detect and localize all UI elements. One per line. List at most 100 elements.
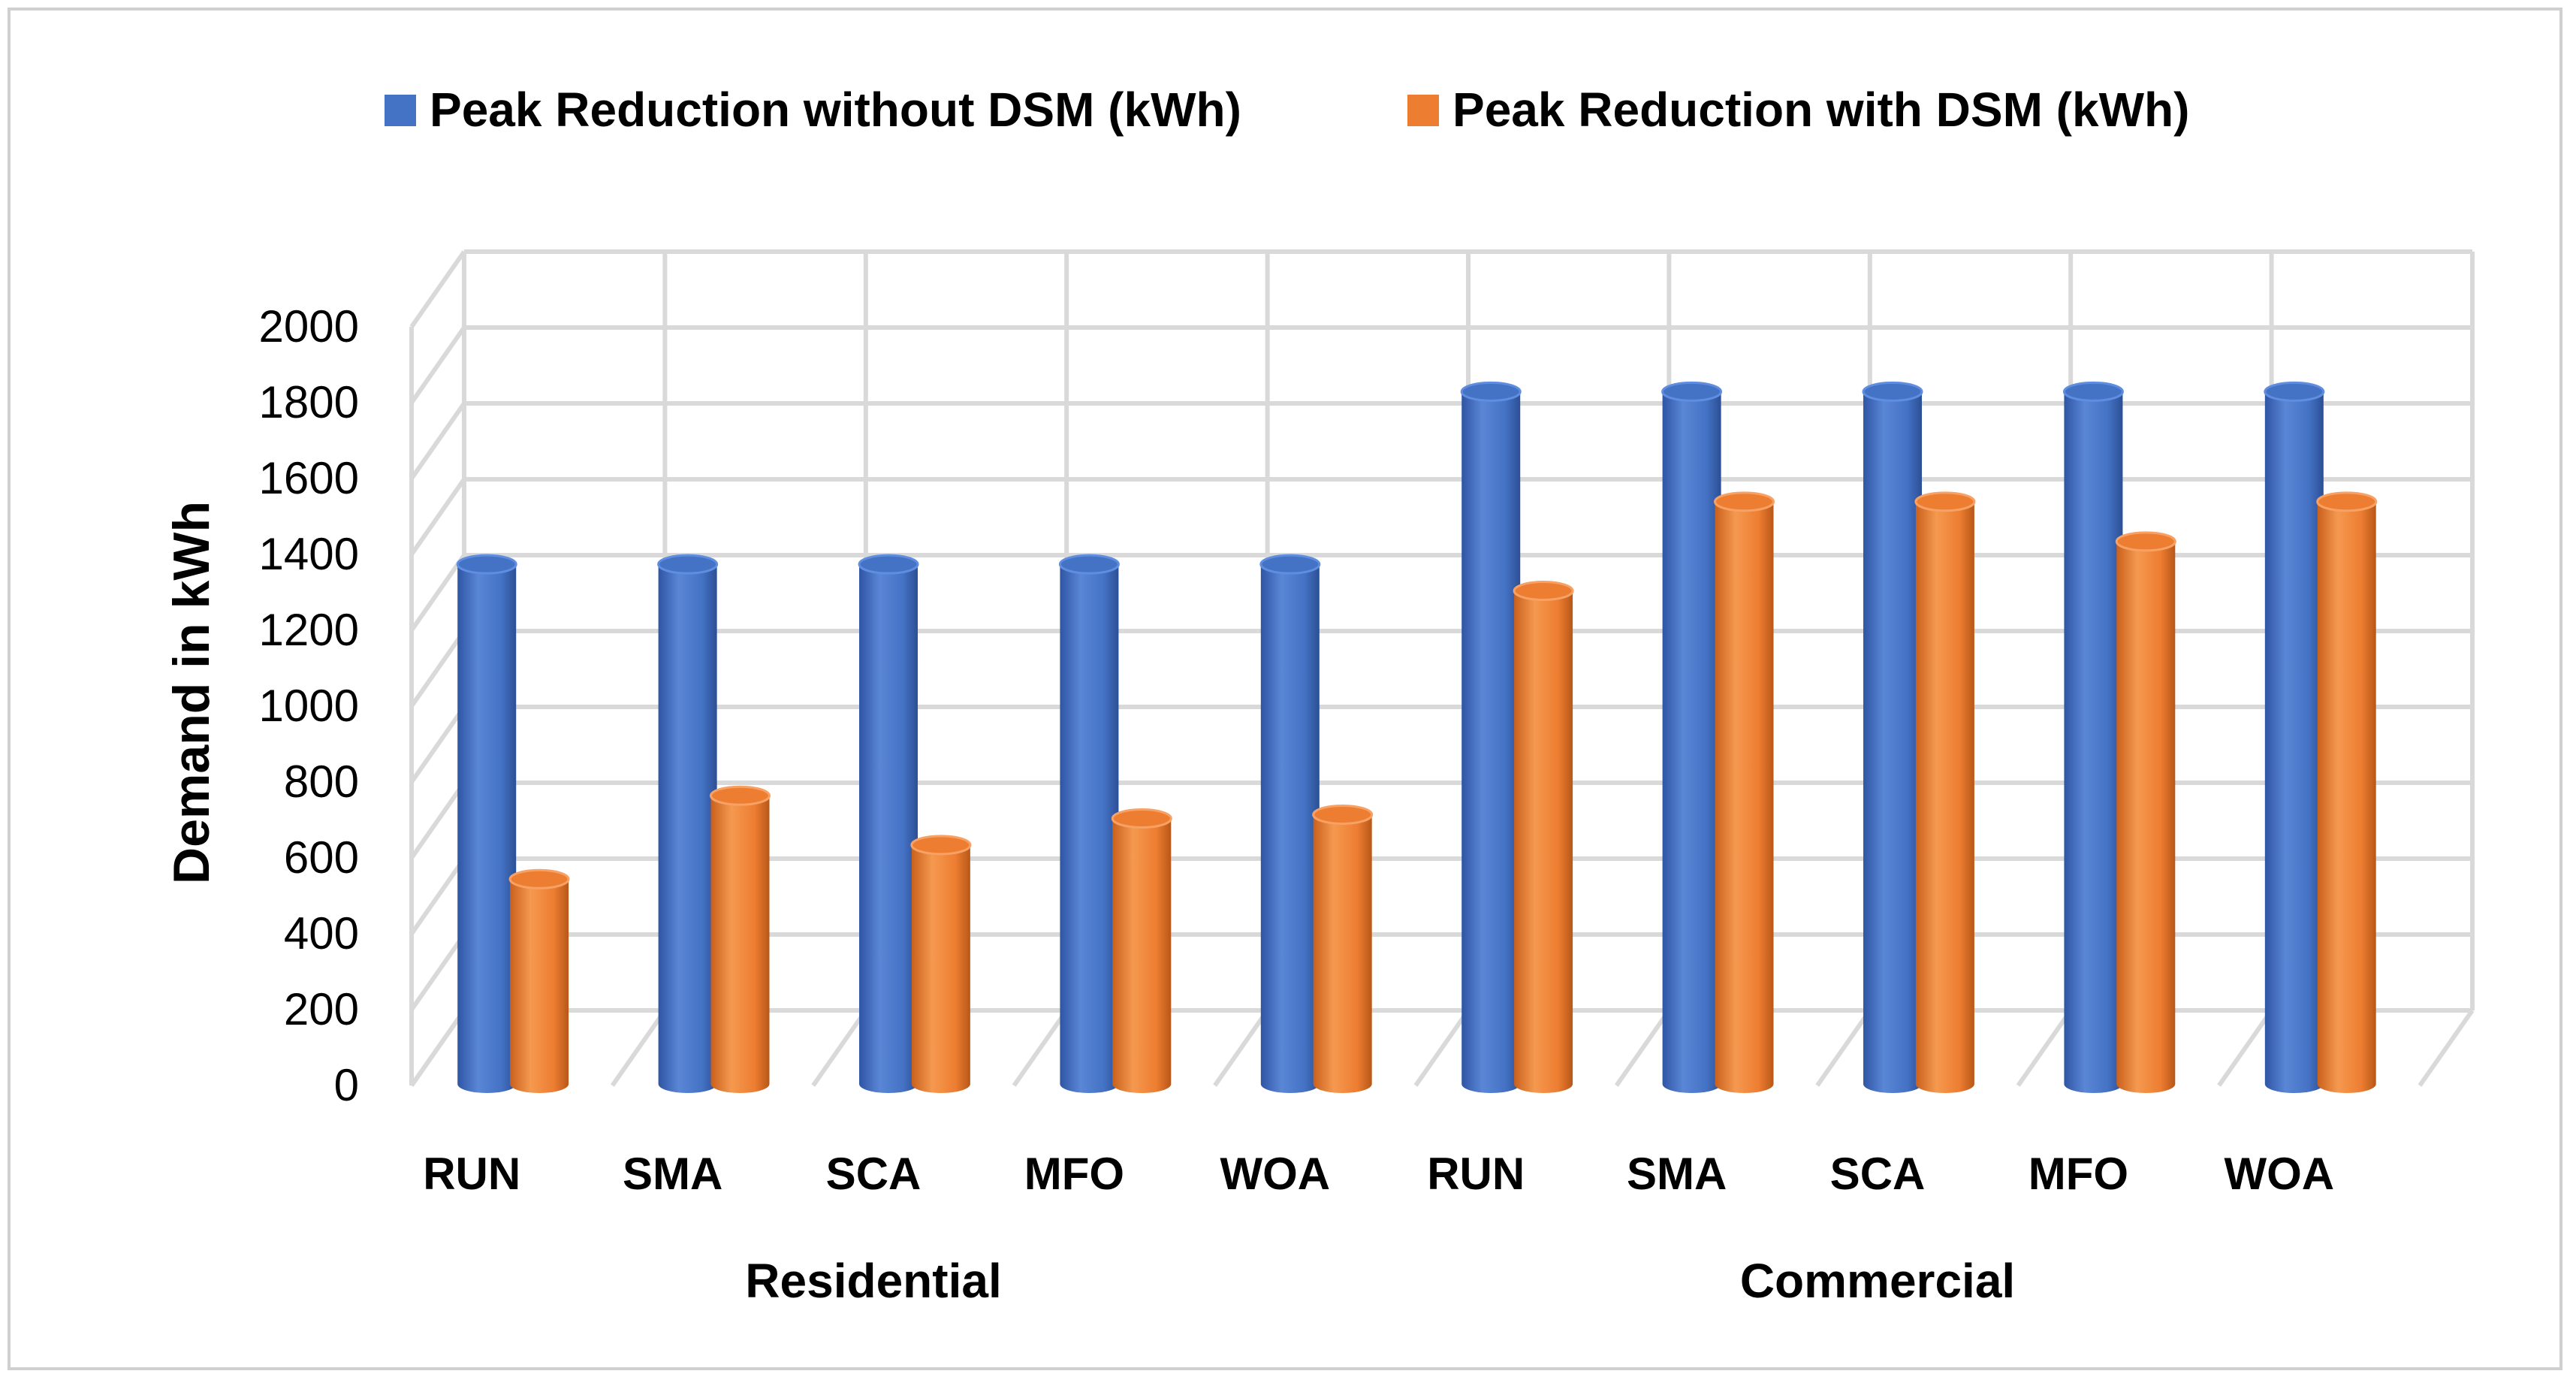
- bar-with-dsm: [2115, 531, 2176, 1093]
- bar-body: [1112, 818, 1172, 1093]
- bar-body: [859, 564, 918, 1093]
- y-tick-label: 0: [334, 1060, 359, 1110]
- gridline-side: [409, 705, 466, 784]
- bar-cap: [2062, 381, 2124, 402]
- bar-body: [1060, 564, 1119, 1093]
- bar-cap: [858, 554, 919, 575]
- gridline-side: [409, 402, 466, 480]
- category-label: SMA: [623, 1149, 722, 1199]
- bar-cap: [1312, 804, 1374, 825]
- bar-cap: [2264, 381, 2325, 402]
- floor-line: [1815, 1009, 1872, 1087]
- group-labels: Residential Commercial: [745, 1254, 2015, 1308]
- gridline-side: [409, 630, 466, 708]
- bar-body: [457, 564, 517, 1093]
- bars: [456, 381, 2378, 1093]
- legend-item-without-dsm: Peak Reduction without DSM (kWh): [385, 83, 1241, 137]
- bar-without-dsm: [2264, 381, 2325, 1093]
- bar-cap: [1513, 581, 1574, 601]
- bar-with-dsm: [1111, 808, 1172, 1093]
- y-tick-label: 1400: [259, 529, 359, 579]
- y-tick-label: 400: [284, 908, 359, 959]
- category-labels: RUN SMA SCA MFO WOA RUN SMA SCA MFO WOA: [423, 1149, 2334, 1199]
- gridline-side: [409, 326, 466, 404]
- floor-line: [811, 1009, 868, 1087]
- bar-body: [1461, 391, 1521, 1093]
- bar-without-dsm: [1259, 554, 1321, 1093]
- bar-without-dsm: [1058, 554, 1120, 1093]
- gridline-side: [409, 478, 466, 556]
- bar-cap: [657, 554, 719, 575]
- category-label: SMA: [1627, 1149, 1727, 1199]
- bar-body: [1662, 391, 1721, 1093]
- bar-cap: [1259, 554, 1321, 575]
- bar-with-dsm: [1513, 581, 1574, 1093]
- floor-line: [2016, 1009, 2073, 1087]
- gridline-side: [409, 250, 466, 328]
- y-tick-label: 1200: [259, 605, 359, 655]
- bar-with-dsm: [2316, 491, 2378, 1093]
- bar-body: [1313, 814, 1372, 1093]
- category-label: SCA: [1830, 1149, 1926, 1199]
- bar-cap: [456, 554, 517, 575]
- bar-with-dsm: [508, 868, 570, 1093]
- category-label: WOA: [1220, 1149, 1330, 1199]
- bar-cap: [1661, 381, 1723, 402]
- legend-item-with-dsm: Peak Reduction with DSM (kWh): [1407, 83, 2189, 137]
- bar-with-dsm: [1914, 491, 1976, 1093]
- category-label: RUN: [1427, 1149, 1525, 1199]
- category-label: MFO: [2029, 1149, 2128, 1199]
- y-tick-label: 2000: [259, 301, 359, 352]
- y-axis-title: Demand in kWh: [163, 501, 220, 884]
- bar-without-dsm: [1661, 381, 1723, 1093]
- bar-cap: [1914, 491, 1976, 512]
- bar-cap: [1058, 554, 1120, 575]
- floor-line: [409, 1009, 466, 1087]
- bar-body: [510, 879, 569, 1093]
- bar-cap: [508, 868, 570, 889]
- bar-without-dsm: [456, 554, 517, 1093]
- legend-label-without-dsm: Peak Reduction without DSM (kWh): [430, 83, 1241, 137]
- bar-with-dsm: [910, 835, 972, 1093]
- category-label: RUN: [423, 1149, 520, 1199]
- floor-line: [1012, 1009, 1069, 1087]
- bar-body: [911, 844, 970, 1093]
- y-tick-label: 1800: [259, 377, 359, 427]
- bar-cap: [2115, 531, 2176, 552]
- category-label: WOA: [2224, 1149, 2334, 1199]
- legend-label-with-dsm: Peak Reduction with DSM (kWh): [1452, 83, 2189, 137]
- bar-body: [1915, 501, 1974, 1093]
- floor-line: [2217, 1009, 2274, 1087]
- y-tick-label: 200: [284, 984, 359, 1034]
- bar-cap: [709, 785, 771, 806]
- y-tick-label: 600: [284, 832, 359, 883]
- bar-cap: [910, 835, 972, 856]
- bar-cap: [1713, 491, 1775, 512]
- legend-swatch-without-dsm: [385, 95, 416, 126]
- y-axis-ticks: 0 200 400 600 800 1000 1200 1400 1600 1800 2000: [259, 301, 359, 1110]
- bar-body: [2264, 391, 2324, 1093]
- bar-with-dsm: [1713, 491, 1775, 1093]
- bar-without-dsm: [1862, 381, 1923, 1093]
- category-label: MFO: [1024, 1149, 1124, 1199]
- gridline-side: [409, 554, 466, 632]
- bar-body: [658, 564, 717, 1093]
- gridline-side: [409, 857, 466, 935]
- bar-cap: [1862, 381, 1923, 402]
- bar-without-dsm: [657, 554, 719, 1093]
- bar-with-dsm: [1312, 804, 1374, 1093]
- bar-body: [2317, 501, 2376, 1093]
- bar-body: [710, 796, 770, 1093]
- gridline-side: [409, 781, 466, 859]
- floor-line: [1614, 1009, 1671, 1087]
- bar-body: [2116, 541, 2176, 1093]
- bar-without-dsm: [1460, 381, 1522, 1093]
- bar-without-dsm: [858, 554, 919, 1093]
- bar-cap: [2316, 491, 2378, 512]
- legend: Peak Reduction without DSM (kWh) Peak Re…: [385, 83, 2189, 137]
- group-label: Residential: [745, 1254, 1001, 1308]
- group-label: Commercial: [1740, 1254, 2015, 1308]
- category-label: SCA: [826, 1149, 922, 1199]
- gridline-side: [409, 933, 466, 1011]
- floor-line: [610, 1009, 667, 1087]
